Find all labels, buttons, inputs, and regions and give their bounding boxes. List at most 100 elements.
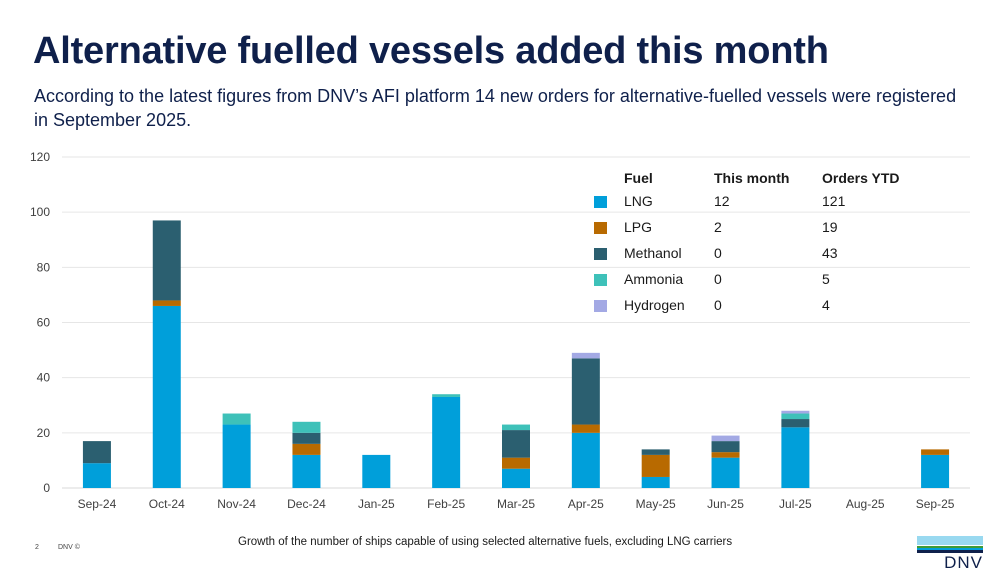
x-axis-ticks: Sep-24 Oct-24 Nov-24 Dec-24 Jan-25 Feb-25 Mar-… (78, 497, 955, 511)
y-tick-label: 80 (37, 260, 51, 274)
legend-fuel-name: Hydrogen (624, 297, 685, 313)
x-tick-label: Jul-25 (779, 497, 812, 511)
bar-sep-24-lng (82, 463, 111, 488)
x-tick-label: Jun-25 (707, 497, 744, 511)
legend-fuel-name: Methanol (624, 245, 682, 261)
slide-subtitle: According to the latest figures from DNV… (34, 86, 957, 130)
legend-header-row: Fuel This month Orders YTD (594, 168, 922, 188)
legend-swatch (594, 214, 624, 240)
bar-apr-25-hydrogen (571, 352, 600, 359)
legend-ytd-value: 5 (822, 271, 830, 287)
x-tick-label: Sep-25 (916, 497, 955, 511)
y-tick-label: 120 (30, 150, 50, 164)
x-tick-label: Jan-25 (358, 497, 395, 511)
bar-nov-24-ammonia (222, 413, 251, 425)
bar-dec-24-lpg (292, 443, 321, 455)
legend-swatch-header (594, 168, 624, 188)
bar-may-25-methanol (641, 449, 670, 455)
x-tick-label: Apr-25 (568, 497, 604, 511)
bar-feb-25-ammonia (432, 394, 461, 397)
legend-ytd-value: 19 (822, 219, 838, 235)
bar-dec-24-methanol (292, 432, 321, 444)
bar-jan-25-lng (362, 454, 391, 488)
legend-color-swatch (594, 274, 607, 287)
legend-row-ammonia: Ammonia 0 5 (594, 266, 922, 292)
y-axis-ticks: 0 20 40 60 80 100 120 (30, 150, 50, 495)
x-tick-label: Feb-25 (427, 497, 465, 511)
bar-dec-24-ammonia (292, 421, 321, 433)
legend-ytd-value: 43 (822, 245, 838, 261)
logo-stripe-navy (917, 550, 983, 553)
gridlines (62, 156, 970, 489)
bar-feb-25-lng (432, 396, 461, 488)
x-tick-label: Dec-24 (287, 497, 326, 511)
legend-color-swatch (594, 222, 607, 235)
legend-color-swatch (594, 248, 607, 261)
bar-jul-25-methanol (781, 419, 810, 428)
bar-apr-25-methanol (571, 358, 600, 425)
x-tick-label: Oct-24 (149, 497, 185, 511)
bar-jul-25-hydrogen (781, 410, 810, 414)
legend-this-month-value: 2 (714, 219, 722, 235)
bar-sep-25-lng (921, 454, 950, 488)
logo-stripe-sky (917, 536, 983, 545)
legend-swatch (594, 240, 624, 266)
y-tick-label: 40 (37, 371, 51, 385)
legend-swatch (594, 266, 624, 292)
copyright: DNV © (58, 544, 80, 551)
logo-stripe-green (917, 546, 983, 548)
legend-table: Fuel This month Orders YTD LNG 12 121 LPG 2 1… (594, 168, 922, 318)
bar-nov-24-lng (222, 424, 251, 488)
legend-swatch (594, 292, 624, 318)
bar-may-25-lpg (641, 454, 670, 477)
bar-mar-25-methanol (502, 430, 530, 458)
logo-text: DNV (944, 553, 983, 572)
bar-jun-25-lng (711, 457, 740, 488)
legend-header-ytd: Orders YTD (822, 170, 900, 186)
logo-stripe-blue (917, 548, 983, 550)
bar-may-25-lng (641, 476, 670, 488)
bar-jul-25-lng (781, 427, 810, 488)
bar-sep-24-methanol (82, 441, 111, 464)
bar-jul-25-ammonia (781, 413, 810, 420)
chart-caption: Growth of the number of ships capable of… (238, 536, 733, 548)
bar-oct-24-lpg (152, 300, 181, 306)
bar-apr-25-lpg (571, 424, 600, 433)
bar-jun-25-methanol (711, 441, 740, 453)
y-tick-label: 0 (43, 481, 50, 495)
legend-color-swatch (594, 196, 607, 209)
legend-fuel-name: LNG (624, 193, 653, 209)
bar-apr-25-lng (571, 432, 600, 488)
page-number: 2 (35, 544, 39, 551)
bar-mar-25-ammonia (502, 424, 530, 431)
legend-fuel-name: LPG (624, 219, 653, 235)
x-tick-label: May-25 (636, 497, 676, 511)
legend-header-fuel: Fuel (624, 170, 653, 186)
legend-color-swatch (594, 300, 607, 313)
legend-row-methanol: Methanol 0 43 (594, 240, 922, 266)
legend-row-lpg: LPG 2 19 (594, 214, 922, 240)
dnv-logo: DNV (917, 536, 983, 572)
legend-fuel-name: Ammonia (624, 271, 684, 287)
x-tick-label: Nov-24 (217, 497, 256, 511)
legend-this-month-value: 12 (714, 193, 730, 209)
bars (82, 220, 950, 488)
x-tick-label: Mar-25 (497, 497, 535, 511)
slide-title: Alternative fuelled vessels added this m… (33, 30, 829, 72)
legend-row-lng: LNG 12 121 (594, 188, 922, 214)
legend-this-month-value: 0 (714, 245, 722, 261)
x-tick-label: Aug-25 (846, 497, 885, 511)
y-tick-label: 100 (30, 205, 50, 219)
bar-oct-24-lng (152, 305, 181, 488)
legend-header-this-month: This month (714, 170, 790, 186)
bar-mar-25-lng (502, 468, 530, 488)
legend-ytd-value: 121 (822, 193, 846, 209)
legend-this-month-value: 0 (714, 271, 722, 287)
y-tick-label: 60 (37, 316, 51, 330)
bar-oct-24-methanol (152, 220, 181, 301)
bar-sep-25-lpg (921, 449, 950, 455)
bar-jun-25-lpg (711, 452, 740, 458)
bar-mar-25-lpg (502, 457, 530, 469)
bar-dec-24-lng (292, 454, 321, 488)
